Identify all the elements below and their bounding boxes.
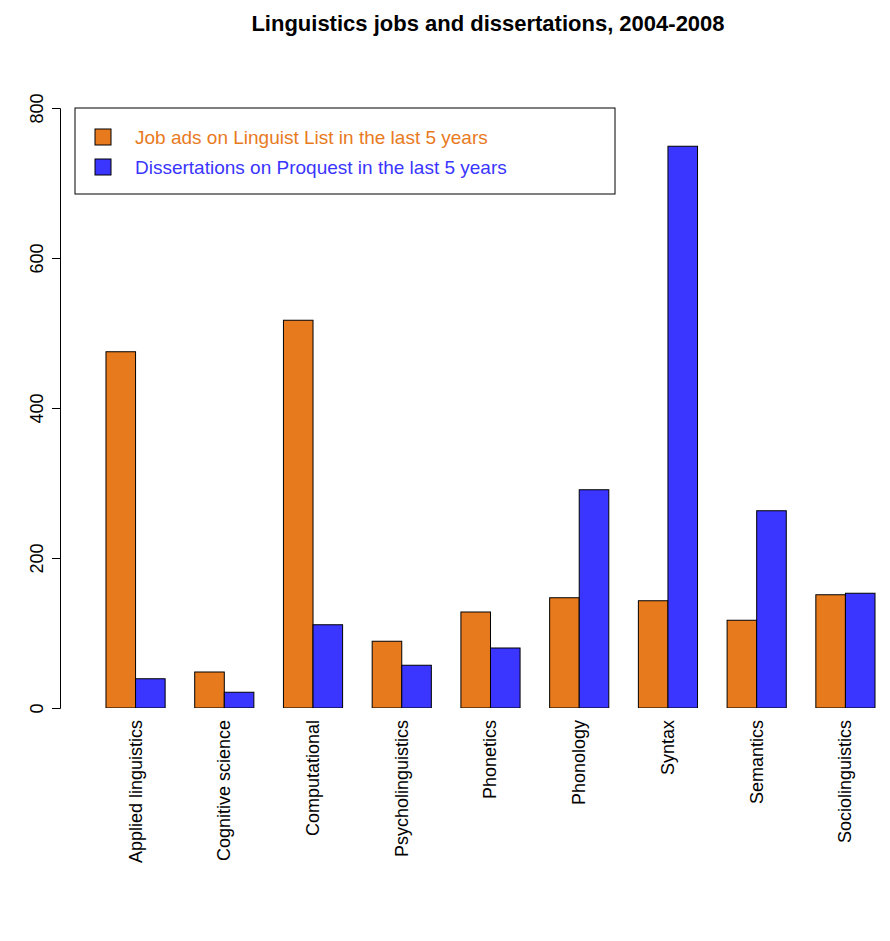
tick-label: 400 — [27, 393, 47, 423]
category-label: Applied linguistics — [126, 720, 146, 863]
legend-swatch — [95, 129, 111, 145]
bar — [106, 352, 136, 708]
bar — [757, 511, 787, 708]
tick-label: 800 — [27, 93, 47, 123]
bar — [816, 595, 846, 708]
bar — [224, 692, 254, 708]
tick-label: 600 — [27, 243, 47, 273]
legend-swatch — [95, 159, 111, 175]
bar — [313, 625, 343, 708]
tick-mark — [52, 108, 60, 109]
tick-label: 200 — [27, 543, 47, 573]
bar — [845, 593, 875, 708]
category-label: Phonetics — [480, 720, 500, 799]
category-label: Computational — [303, 720, 323, 836]
bar — [283, 320, 313, 708]
y-axis: 0 200 400 600 800 — [27, 93, 61, 713]
bar — [490, 648, 520, 708]
chart: 0 200 400 600 800 Applied linguistics Cognitiv… — [0, 0, 890, 941]
legend: Job ads on Linguist List in the last 5 y… — [75, 108, 615, 194]
legend-label: Job ads on Linguist List in the last 5 y… — [135, 127, 488, 148]
tick-label: 0 — [27, 703, 47, 713]
bar — [195, 672, 225, 708]
tick: 600 — [27, 243, 60, 273]
bar — [727, 620, 757, 708]
bar — [579, 490, 609, 708]
tick-mark — [52, 708, 60, 709]
bar — [402, 665, 432, 708]
x-labels: Applied linguistics Cognitive science Comp… — [126, 720, 856, 863]
title: Linguistics jobs and dissertations, 2004… — [251, 11, 724, 36]
bar-series — [106, 320, 845, 708]
axis-line — [52, 109, 61, 709]
tick: 200 — [27, 543, 60, 573]
tick-mark — [52, 558, 60, 559]
category-label: Psycholinguistics — [392, 720, 412, 857]
category-label: Sociolinguistics — [835, 720, 855, 843]
tick: 0 — [27, 703, 60, 713]
bar — [550, 598, 580, 708]
bars — [106, 146, 875, 708]
bar — [136, 679, 166, 708]
legend-box — [75, 108, 615, 194]
tick: 800 — [27, 93, 60, 123]
category-label: Syntax — [658, 720, 678, 775]
tick-mark — [52, 258, 60, 259]
bar — [372, 641, 402, 708]
bar — [668, 146, 698, 708]
category-label: Semantics — [747, 720, 767, 804]
category-label: Phonology — [569, 720, 589, 805]
tick: 400 — [27, 393, 60, 423]
bar-series — [136, 146, 875, 708]
bar — [638, 601, 668, 708]
category-label: Cognitive science — [214, 720, 234, 861]
bar — [461, 612, 491, 708]
tick-mark — [52, 408, 60, 409]
legend-label: Dissertations on Proquest in the last 5 … — [135, 157, 507, 178]
